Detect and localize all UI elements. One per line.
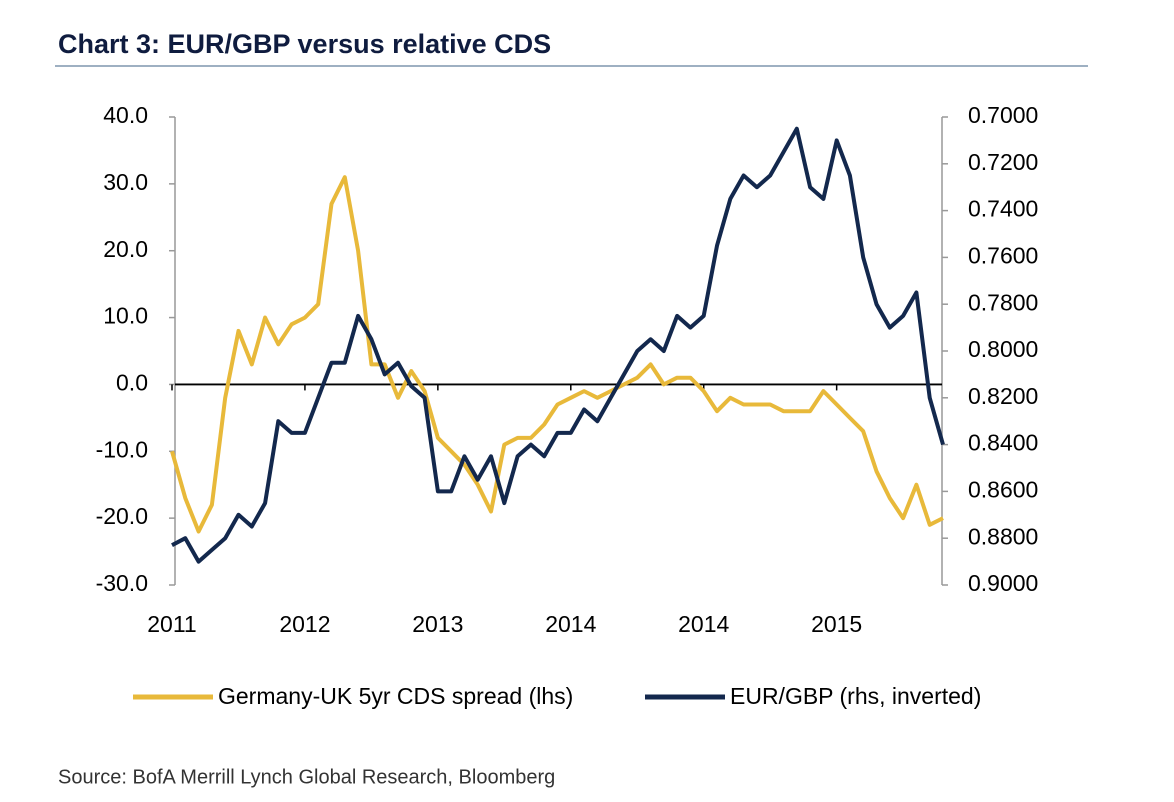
y-tick-label: -30.0	[96, 570, 148, 596]
y2-tick-label: 0.8200	[968, 383, 1038, 409]
legend-label: Germany-UK 5yr CDS spread (lhs)	[218, 683, 573, 709]
y2-tick-label: 0.8400	[968, 430, 1038, 456]
y2-tick-label: 0.7600	[968, 242, 1038, 268]
y2-tick-label: 0.8800	[968, 523, 1038, 549]
y-tick-label: -20.0	[96, 503, 148, 529]
chart-title: Chart 3: EUR/GBP versus relative CDS	[58, 29, 551, 59]
x-tick-label: 2011	[147, 611, 196, 637]
y2-tick-label: 0.7400	[968, 196, 1038, 222]
x-tick-label: 2015	[811, 611, 862, 637]
series-line	[170, 175, 944, 534]
series-line	[171, 126, 945, 564]
y2-tick-label: 0.7000	[968, 102, 1038, 128]
x-tick-label: 2012	[279, 611, 330, 637]
source-note: Source: BofA Merrill Lynch Global Resear…	[58, 766, 555, 788]
y-tick-label: 0.0	[116, 370, 148, 396]
y-tick-label: 30.0	[103, 169, 148, 195]
x-tick-label: 2014	[545, 611, 596, 637]
x-tick-label: 2014	[678, 611, 729, 637]
x-tick-label: 2013	[412, 611, 463, 637]
y-tick-label: 10.0	[103, 303, 148, 329]
y-tick-label: -10.0	[96, 436, 148, 462]
y-tick-label: 40.0	[103, 102, 148, 128]
y2-tick-label: 0.8600	[968, 476, 1038, 502]
legend-label: EUR/GBP (rhs, inverted)	[730, 683, 981, 709]
y2-tick-label: 0.9000	[968, 570, 1038, 596]
y2-tick-label: 0.7200	[968, 149, 1038, 175]
y-tick-label: 20.0	[103, 236, 148, 262]
y2-tick-label: 0.8000	[968, 336, 1038, 362]
y2-tick-label: 0.7800	[968, 289, 1038, 315]
